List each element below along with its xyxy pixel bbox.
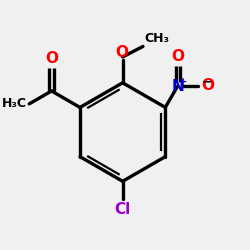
Text: O: O <box>202 78 214 93</box>
Text: N: N <box>171 78 184 94</box>
Text: CH₃: CH₃ <box>144 32 169 45</box>
Text: −: − <box>202 76 213 89</box>
Text: Cl: Cl <box>114 202 131 217</box>
Text: O: O <box>115 44 128 60</box>
Text: H₃C: H₃C <box>2 98 27 110</box>
Text: O: O <box>171 50 184 64</box>
Text: O: O <box>45 51 58 66</box>
Text: +: + <box>179 77 187 87</box>
